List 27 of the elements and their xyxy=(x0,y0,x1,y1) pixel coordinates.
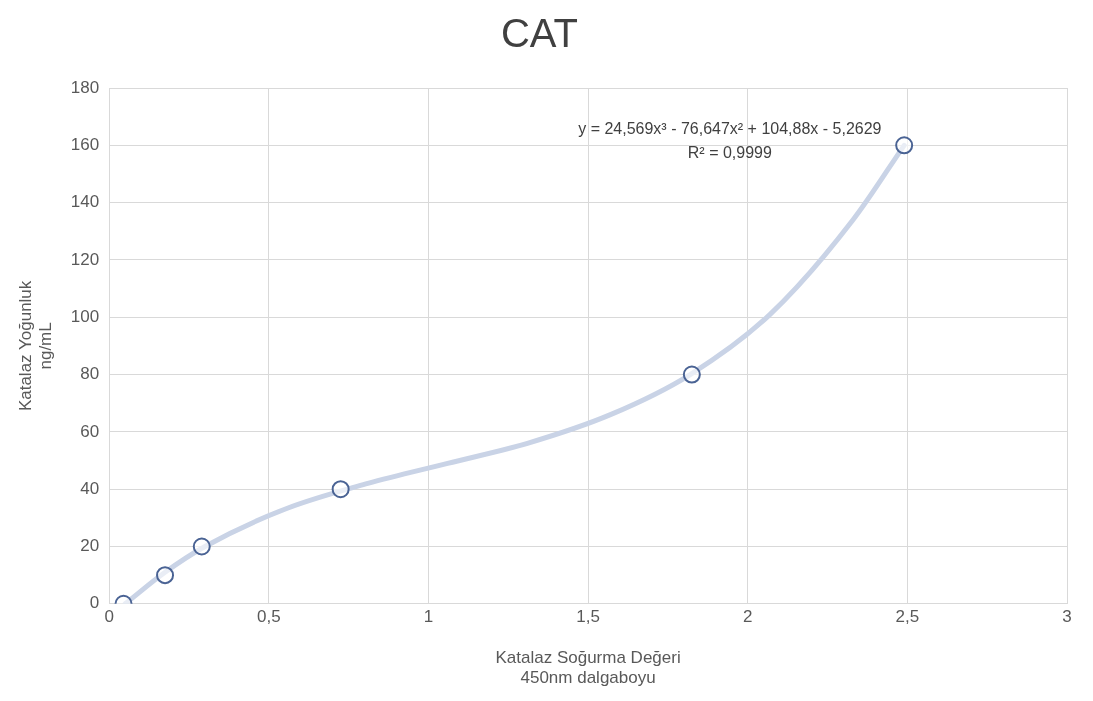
point xyxy=(331,480,350,499)
x-tick-label: 1 xyxy=(423,606,434,626)
y-tick-label: 140 xyxy=(70,192,100,212)
annotation: y = 24,569x³ - 76,647x² + 104,88x - 5,2629 xyxy=(578,120,882,138)
y-tick-label: 180 xyxy=(70,77,100,97)
x-tick-label: 3 xyxy=(1062,606,1072,626)
y-tick-label: 0 xyxy=(89,593,100,613)
x-tick-label: 0,5 xyxy=(256,606,281,626)
chart-title: CAT xyxy=(500,11,579,56)
x-axis-title: Katalaz Soğurma Değeri 450nm dalgaboyu xyxy=(495,648,681,688)
x-tick-label: 2 xyxy=(742,606,753,626)
point xyxy=(895,136,914,155)
point xyxy=(192,537,211,556)
y-tick-label: 120 xyxy=(70,249,100,269)
y-tick-label: 80 xyxy=(80,364,100,384)
point xyxy=(682,365,701,384)
x-tick-label: 1,5 xyxy=(576,606,600,626)
y-axis-title: Katalaz Yoğunluk ng/mL xyxy=(15,280,56,412)
annotation: R² = 0,9999 xyxy=(687,144,772,162)
x-tick-label: 0 xyxy=(104,606,114,626)
x-tick-label: 2,5 xyxy=(895,606,920,626)
y-tick-label: 20 xyxy=(80,536,100,556)
y-tick-label: 160 xyxy=(70,135,100,154)
y-tick-label: 60 xyxy=(80,421,100,441)
y-tick-label: 100 xyxy=(70,306,100,326)
y-tick-label: 40 xyxy=(80,478,100,498)
point xyxy=(156,566,175,585)
